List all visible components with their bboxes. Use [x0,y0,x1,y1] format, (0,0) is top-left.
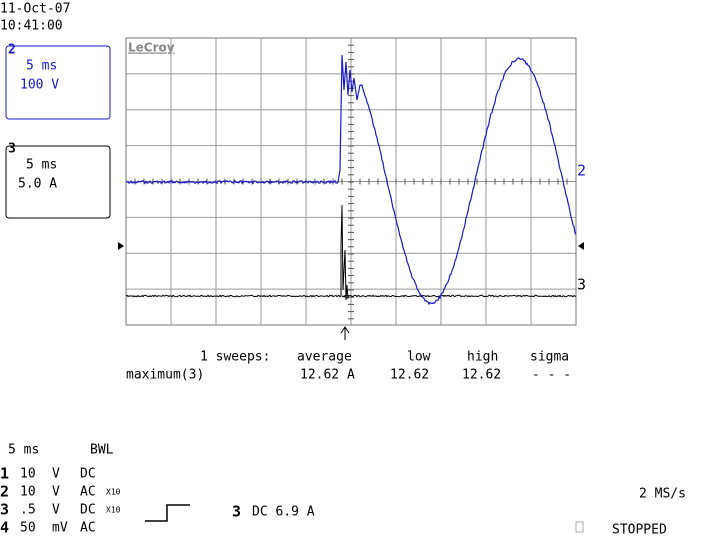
channel-coupling: AC [80,521,96,536]
box-timebase: 5 ms [26,158,57,173]
trace-ch3 [125,204,577,301]
trigger-setting: DC 6.9 A [252,505,315,520]
logo: LeCroy [128,41,175,55]
channel-num: 1 [0,465,9,483]
graticule [125,37,577,325]
channel-box [5,145,111,219]
channel-scale: 10 [20,467,36,482]
trace-ch2 [125,54,577,306]
status: STOPPED [612,523,667,538]
date: 11-Oct-07 [0,2,70,17]
meas-cell: - - - [532,368,571,383]
trigger-position [340,326,350,340]
trace-marker: 2 [577,162,586,180]
channel-unit: V [52,485,60,500]
meas-header: low [407,350,431,365]
channel-coupling: DC [80,503,96,518]
bandwidth: BWL [90,443,114,458]
box-label: 3 [8,142,16,157]
meas-cell: 12.62 A [300,368,355,383]
status-icon [575,521,584,533]
channel-num: 4 [0,519,9,537]
channel-probe: X10 [106,488,121,497]
channel-coupling: DC [80,467,96,482]
channel-list: 1 10 V DC 2 10 V AC X10 3 .5 V DC X10 4 50 mV AC [0,465,121,537]
trigger-icon [145,504,190,522]
channel-unit: mV [52,521,68,536]
channel-num: 2 [0,483,9,501]
meas-cell: 12.62 [390,368,429,383]
channel-scale: 10 [20,485,36,500]
channel-probe: X10 [106,506,121,515]
channel-coupling: AC [80,485,96,500]
meas-cell: 12.62 [462,368,501,383]
timebase: 5 ms [8,443,39,458]
channel-scale: .5 [20,503,36,518]
box-label: 2 [8,43,16,58]
box-scale: 5.0 A [18,177,57,192]
meas-header: sigma [530,350,569,365]
meas-header: average [297,350,352,365]
meas-cell: maximum(3) [126,368,204,383]
channel-num: 3 [0,501,9,519]
trace-marker: 3 [577,276,586,294]
meas-header: 1 sweeps: [200,350,270,365]
box-scale: 100 V [20,78,59,93]
channel-unit: V [52,467,60,482]
channel-box [5,45,111,120]
trigger-channel: 3 [232,503,241,521]
channel-scale: 50 [20,521,36,536]
channel-unit: V [52,503,60,518]
meas-header: high [467,350,498,365]
box-timebase: 5 ms [26,59,57,74]
sample-rate: 2 MS/s [639,487,686,502]
time: 10:41:00 [0,19,63,34]
